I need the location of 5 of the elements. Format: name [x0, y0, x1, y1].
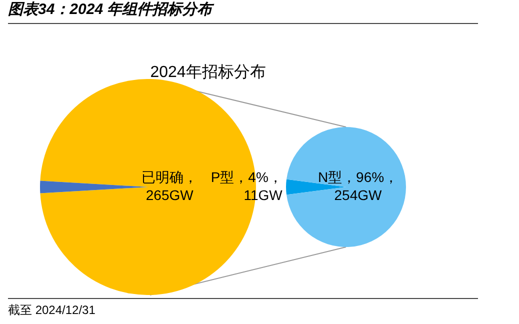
slice-label: N型，96%，254GW — [318, 168, 398, 203]
slice-label: 已明确，265GW — [142, 168, 198, 203]
chart-title: 图表34：2024 年组件招标分布 — [8, 0, 212, 19]
chart-subtitle: 2024年招标分布 — [149, 63, 267, 83]
text: 截至 2024/12/31 — [8, 302, 96, 319]
